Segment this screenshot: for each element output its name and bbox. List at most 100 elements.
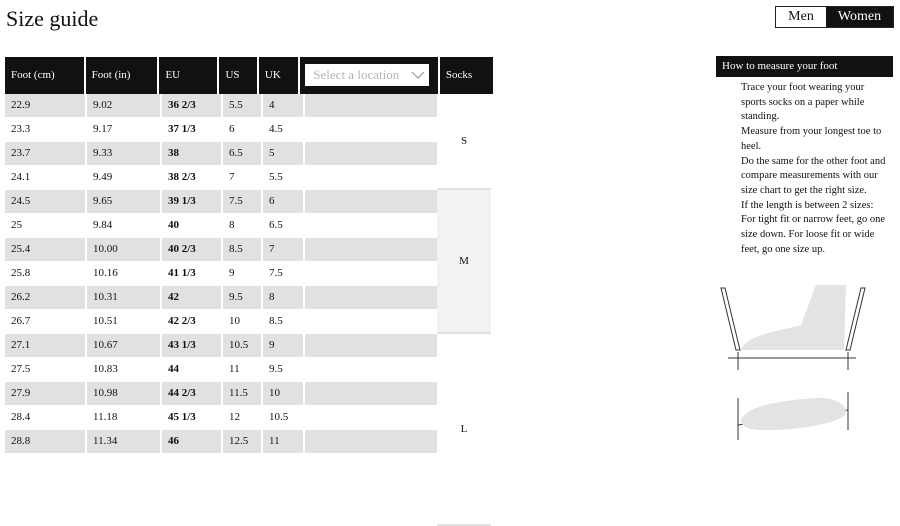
socks-header: Socks: [439, 57, 493, 94]
table-cell: 9.65: [87, 190, 160, 213]
table-cell: 6.5: [223, 142, 261, 165]
location-cell: [305, 334, 445, 357]
table-cell: 5.5: [263, 166, 303, 189]
table-cell: 9.17: [87, 118, 160, 141]
location-header: Select a location: [300, 57, 438, 94]
table-cell: 23.7: [5, 142, 85, 165]
table-body: 22.9 9.02 36 2/3 5.5 4 23.3 9.17 37 1/3 6 4.5 23.7…: [5, 94, 495, 453]
table-cell: 7.5: [223, 190, 261, 213]
table-cell: 9.5: [263, 358, 303, 381]
table-cell: 10: [263, 382, 303, 405]
table-cell: 42: [162, 286, 221, 309]
table-cell: 12: [223, 406, 261, 429]
table-cell: 8: [263, 286, 303, 309]
table-cell: 39 1/3: [162, 190, 221, 213]
table-cell: 10: [223, 310, 261, 333]
table-cell: 4: [263, 94, 303, 117]
table-cell: 9.49: [87, 166, 160, 189]
table-row: 25.4 10.00 40 2/3 8.5 7: [5, 238, 495, 261]
table-cell: 40 2/3: [162, 238, 221, 261]
table-cell: 10.16: [87, 262, 160, 285]
table-cell: 24.1: [5, 166, 85, 189]
table-cell: 11.18: [87, 406, 160, 429]
table-cell: 7: [223, 166, 261, 189]
table-cell: 40: [162, 214, 221, 237]
table-cell: 8.5: [223, 238, 261, 261]
table-cell: 28.8: [5, 430, 85, 453]
table-cell: 46: [162, 430, 221, 453]
table-cell: 4.5: [263, 118, 303, 141]
table-cell: 6: [263, 190, 303, 213]
location-cell: [305, 358, 445, 381]
location-cell: [305, 262, 445, 285]
table-cell: 43 1/3: [162, 334, 221, 357]
table-cell: 5: [263, 142, 303, 165]
table-row: 23.3 9.17 37 1/3 6 4.5: [5, 118, 495, 141]
table-cell: 6.5: [263, 214, 303, 237]
table-cell: 36 2/3: [162, 94, 221, 117]
location-cell: [305, 238, 445, 261]
table-cell: 6: [223, 118, 261, 141]
table-cell: 11.5: [223, 382, 261, 405]
size-table: Foot (cm) Foot (in) EU US UK Select a locatio…: [5, 57, 495, 454]
table-cell: 25.4: [5, 238, 85, 261]
table-row: 25.8 10.16 41 1/3 9 7.5: [5, 262, 495, 285]
socks-size: L: [437, 334, 491, 526]
table-cell: 9.02: [87, 94, 160, 117]
table-row: 27.1 10.67 43 1/3 10.5 9: [5, 334, 495, 357]
table-cell: 37 1/3: [162, 118, 221, 141]
table-cell: 11.34: [87, 430, 160, 453]
table-cell: 10.00: [87, 238, 160, 261]
table-cell: 26.7: [5, 310, 85, 333]
table-cell: 9.84: [87, 214, 160, 237]
guide-steps: Trace your foot wearing your sports sock…: [741, 81, 889, 257]
table-cell: 9: [263, 334, 303, 357]
table-cell: 42 2/3: [162, 310, 221, 333]
table-row: 26.2 10.31 42 9.5 8: [5, 286, 495, 309]
table-cell: 44: [162, 358, 221, 381]
table-cell: 27.1: [5, 334, 85, 357]
table-row: 26.7 10.51 42 2/3 10 8.5: [5, 310, 495, 333]
table-cell: 11: [223, 358, 261, 381]
table-cell: 7.5: [263, 262, 303, 285]
table-cell: 8: [223, 214, 261, 237]
table-row: 24.1 9.49 38 2/3 7 5.5: [5, 166, 495, 189]
table-cell: 44 2/3: [162, 382, 221, 405]
location-cell: [305, 190, 445, 213]
header-row: Foot (cm) Foot (in) EU US UK Select a locatio…: [5, 57, 495, 94]
table-cell: 7: [263, 238, 303, 261]
guide-step: Measure from your longest toe to heel.: [741, 126, 882, 152]
table-cell: 10.67: [87, 334, 160, 357]
table-cell: 24.5: [5, 190, 85, 213]
guide-title: How to measure your foot: [716, 56, 893, 77]
table-row: 28.8 11.34 46 12.5 11: [5, 430, 495, 453]
women-button[interactable]: Women: [826, 7, 893, 27]
location-cell: [305, 382, 445, 405]
location-select[interactable]: Select a location: [305, 64, 430, 86]
table-cell: 23.3: [5, 118, 85, 141]
men-button[interactable]: Men: [776, 7, 826, 27]
table-cell: 11: [263, 430, 303, 453]
table-cell: 8.5: [263, 310, 303, 333]
socks-size: M: [437, 190, 491, 334]
table-row: 28.4 11.18 45 1/3 12 10.5: [5, 406, 495, 429]
table-cell: 28.4: [5, 406, 85, 429]
page-title: Size guide: [6, 6, 99, 31]
column-header: Foot (cm): [5, 57, 84, 94]
column-header: EU: [159, 57, 218, 94]
column-header: Foot (in): [85, 57, 158, 94]
table-cell: 22.9: [5, 94, 85, 117]
location-cell: [305, 166, 445, 189]
table-cell: 9: [223, 262, 261, 285]
location-cell: [305, 406, 445, 429]
location-cell: [305, 214, 445, 237]
table-row: 25 9.84 40 8 6.5: [5, 214, 495, 237]
chevron: [411, 71, 425, 79]
table-cell: 26.2: [5, 286, 85, 309]
table-row: 24.5 9.65 39 1/3 7.5 6: [5, 190, 495, 213]
table-cell: 25.8: [5, 262, 85, 285]
gender-toggle: Men Women: [775, 6, 894, 28]
column-header: US: [219, 57, 257, 94]
table-cell: 41 1/3: [162, 262, 221, 285]
